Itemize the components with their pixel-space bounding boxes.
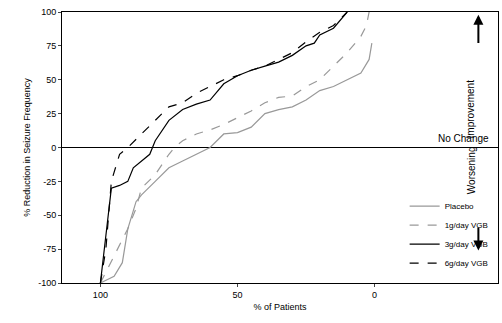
svg-text:-25: -25 (43, 177, 56, 187)
svg-text:% Reduction in Seizure Frequen: % Reduction in Seizure Frequency (22, 78, 32, 217)
svg-text:% of Patients: % of Patients (253, 302, 307, 312)
svg-text:Worsening: Worsening (466, 147, 477, 195)
svg-text:1g/day VGB: 1g/day VGB (445, 221, 488, 230)
svg-text:No Change: No Change (438, 133, 489, 144)
svg-text:50: 50 (46, 75, 56, 85)
svg-text:100: 100 (93, 290, 108, 300)
svg-text:0: 0 (51, 143, 56, 153)
svg-text:Improvement: Improvement (465, 80, 476, 139)
svg-text:-100: -100 (38, 278, 56, 288)
svg-text:50: 50 (232, 290, 242, 300)
svg-text:100: 100 (41, 7, 56, 17)
svg-text:6g/day VGB: 6g/day VGB (445, 259, 488, 268)
svg-text:Placebo: Placebo (445, 202, 474, 211)
svg-text:-50: -50 (43, 210, 56, 220)
svg-text:0: 0 (372, 290, 377, 300)
svg-text:75: 75 (46, 41, 56, 51)
svg-text:25: 25 (46, 109, 56, 119)
svg-text:-75: -75 (43, 244, 56, 254)
svg-text:3g/day VGB: 3g/day VGB (445, 240, 488, 249)
